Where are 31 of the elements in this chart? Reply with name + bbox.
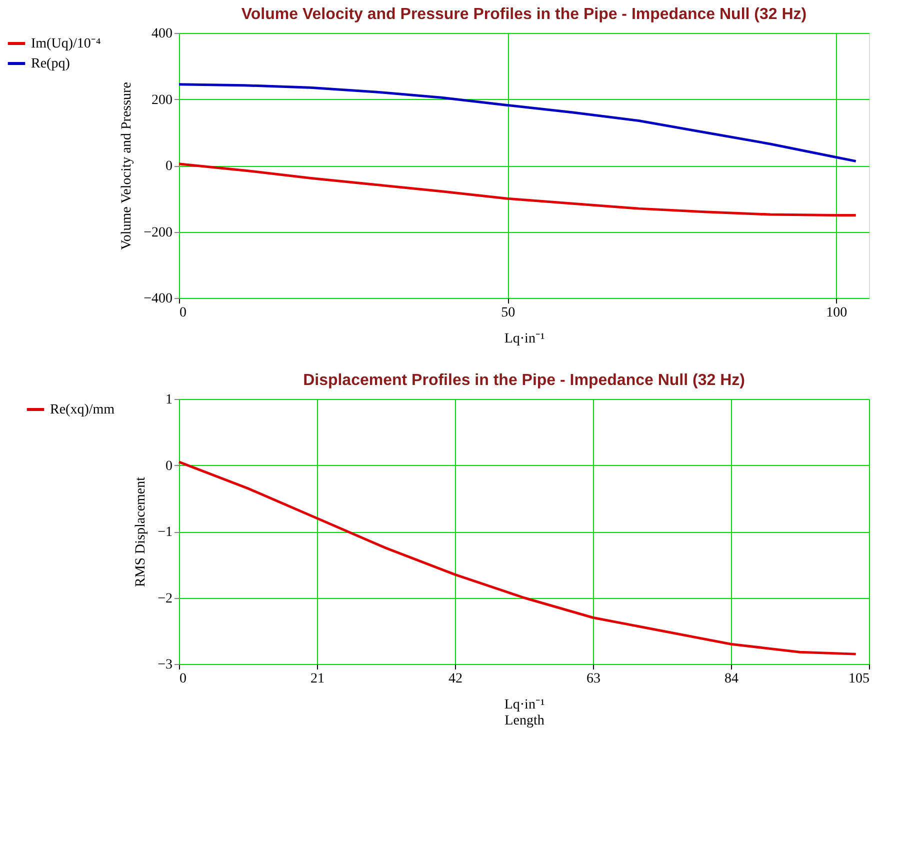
x-axis-title: Lq·in⁻¹ [504,332,545,346]
y-tick-label: −1 [158,525,172,540]
y-axis-title: RMS Displacement [134,476,149,588]
x-tick-label: 100 [826,306,848,320]
x-tick-label: 63 [586,672,600,686]
y-tick-label: 0 [166,159,172,174]
y-tick-label: −200 [144,225,172,240]
x-tick-label: 0 [180,672,186,686]
y-tick-label: 400 [152,26,172,42]
x-tick-label: 42 [448,672,462,686]
y-tick-label: 0 [166,458,172,474]
y-tick-label: −2 [158,591,172,606]
x-tick-label: 84 [724,672,738,686]
y-axis-title: Volume Velocity and Pressure [120,82,135,250]
x-axis-title: Lq·in⁻¹ Length [504,698,545,728]
line-series [178,162,858,216]
chart-title: Volume Velocity and Pressure Profiles in the Pipe - Impedance Null (32 Hz) [241,6,807,23]
y-tick-label: 200 [152,92,172,108]
chart-title: Displacement Profiles in the Pipe - Impedance Null (32 Hz) [303,372,745,389]
x-tick-label: 105 [848,672,870,686]
line-series [178,83,858,162]
line-series [178,460,858,656]
legend-label: Re(xq)/mm [50,402,115,418]
y-tick-label: −3 [158,658,172,672]
y-tick-label: 1 [166,392,172,408]
x-tick-label: 0 [180,306,186,320]
x-tick-label: 21 [310,672,324,686]
x-tick-label: 50 [501,306,516,320]
legend-label: Re(pq) [31,56,70,72]
legend-label: Im(Uq)/10⁻⁴ [31,36,101,52]
y-tick-label: −400 [144,292,172,306]
